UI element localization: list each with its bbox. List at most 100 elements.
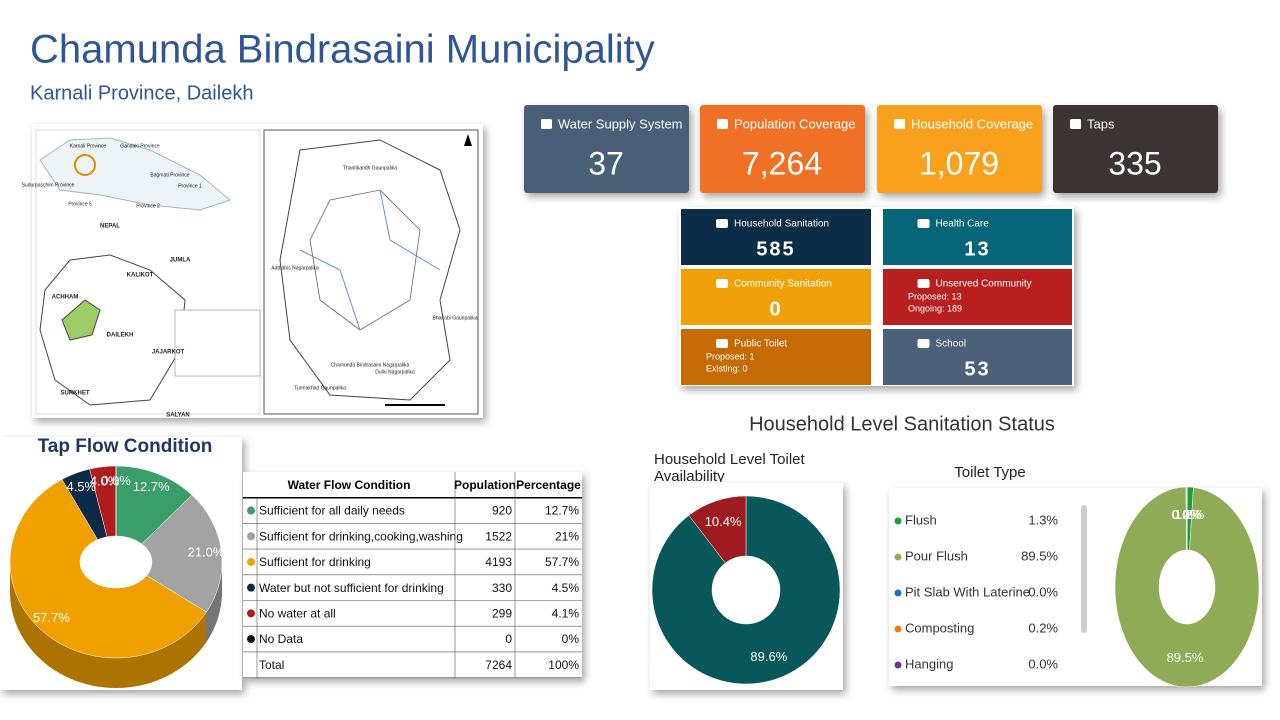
card-icon <box>917 219 930 228</box>
slice-label: 0.0% <box>1172 507 1202 522</box>
card-label: Health Care <box>936 219 990 230</box>
table-cell: 330 <box>492 581 512 595</box>
map-label: Karnali Province <box>70 143 107 149</box>
table-cell: 12.7% <box>545 504 579 518</box>
map-label: Sudurpaschim Province <box>22 182 75 188</box>
card-value: 37 <box>588 145 624 181</box>
table-cell: 4.5% <box>552 581 580 595</box>
row-dot <box>247 532 255 541</box>
table-cell: Sufficient for drinking <box>259 555 371 569</box>
table-cell: 57.7% <box>545 555 579 569</box>
legend-dot <box>894 517 902 525</box>
table-cell: 4193 <box>485 555 512 569</box>
card-value: 585 <box>756 238 795 260</box>
card-label: Household Sanitation <box>734 219 829 230</box>
table-cell: 0% <box>562 632 580 646</box>
card-line: Proposed: 1 <box>706 351 755 361</box>
card-icon <box>894 119 905 129</box>
slice-label: 4.5% <box>66 479 96 494</box>
table-cell: Sufficient for all daily needs <box>259 504 405 518</box>
map-label: Thantikandh Gaunpalika <box>343 165 397 171</box>
card-icon <box>716 219 728 228</box>
stat-card <box>1053 105 1218 193</box>
chart-title: Toilet Type <box>954 464 1025 481</box>
slice-label: 4.0% <box>90 473 120 488</box>
table-cell: 21% <box>555 529 579 543</box>
legend-value: 89.5% <box>1021 548 1058 563</box>
map-label: KALIKOT <box>127 273 154 279</box>
legend-label: Flush <box>905 512 937 527</box>
table-cell: 0 <box>505 632 512 646</box>
slice <box>688 495 747 564</box>
table-cell: Water but not sufficient for drinking <box>259 581 444 595</box>
scrollbar[interactable] <box>1081 505 1087 633</box>
card-label: Water Supply System <box>558 116 683 131</box>
card-label: Unserved Community <box>936 279 1032 290</box>
row-dot <box>247 635 255 644</box>
card-icon <box>716 339 728 348</box>
table-cell: 920 <box>492 504 512 518</box>
table-cell: Total <box>259 658 284 672</box>
map-label: NEPAL <box>100 224 120 230</box>
card-icon <box>541 119 552 129</box>
service-card <box>681 329 871 385</box>
card-label: Public Toilet <box>734 339 787 350</box>
map-label: SURKHET <box>60 391 89 397</box>
map-label: ACHHAM <box>52 295 79 301</box>
table-cell: 100% <box>548 658 579 672</box>
card-icon <box>917 279 930 288</box>
map-label: Gandaki Province <box>120 143 160 149</box>
map-label: Bagmati Province <box>150 172 189 178</box>
stat-card <box>877 105 1042 193</box>
card-icon <box>716 279 728 288</box>
card-value: 335 <box>1108 145 1161 181</box>
card-value: 13 <box>964 238 990 260</box>
chart-title: Tap Flow Condition <box>38 436 213 457</box>
legend-dot <box>894 589 902 597</box>
card-line: Proposed: 13 <box>908 291 962 301</box>
legend-label: Pit Slab With Laterine <box>905 584 1030 599</box>
map-label: JAJARKOT <box>152 350 185 356</box>
row-dot <box>247 557 255 566</box>
section-title: Household Level Sanitation Status <box>749 413 1055 435</box>
title: Chamunda Bindrasaini Municipality <box>30 28 655 72</box>
map-label: SALYAN <box>166 413 190 419</box>
card-value: 7,264 <box>742 145 822 181</box>
table-cell: Sufficient for drinking,cooking,washing <box>259 529 463 543</box>
card-value: 0 <box>769 298 782 320</box>
slice-label: 89.6% <box>750 649 787 664</box>
hole-wall <box>80 536 152 588</box>
slice <box>1114 486 1260 688</box>
legend-dot <box>894 553 902 561</box>
card-label: Population Coverage <box>734 116 855 131</box>
stat-card <box>700 105 865 193</box>
table-cell: 299 <box>492 607 512 621</box>
table-cell: 1522 <box>485 529 512 543</box>
legend-label: Hanging <box>905 656 953 671</box>
row-dot <box>247 583 255 592</box>
slice <box>9 479 207 659</box>
service-card <box>883 269 1072 325</box>
table-header: Water Flow Condition <box>288 478 411 492</box>
table-cell: No Data <box>259 632 303 646</box>
card-icon <box>717 119 728 129</box>
service-card <box>681 269 871 325</box>
slice-label: 0.0% <box>101 473 131 488</box>
table-cell: 4.1% <box>552 607 580 621</box>
map-label: Chamunda Bindrasaini Nagarpalika <box>331 362 410 368</box>
legend-label: Composting <box>905 620 974 635</box>
legend-value: 0.2% <box>1028 620 1058 635</box>
legend-value: 1.3% <box>1028 512 1058 527</box>
map-label: Province 1 <box>178 183 202 189</box>
stat-card <box>524 105 689 193</box>
map-label: Turmakhad Gaunpalika <box>294 385 346 391</box>
slice-label: 12.7% <box>133 479 170 494</box>
slice-label: 0.2% <box>1172 507 1202 522</box>
service-card <box>883 329 1072 385</box>
slice-label: 21.0% <box>188 544 225 559</box>
map-label: Province 5 <box>68 201 92 207</box>
card-icon <box>1070 119 1081 129</box>
row-dot <box>247 506 255 515</box>
